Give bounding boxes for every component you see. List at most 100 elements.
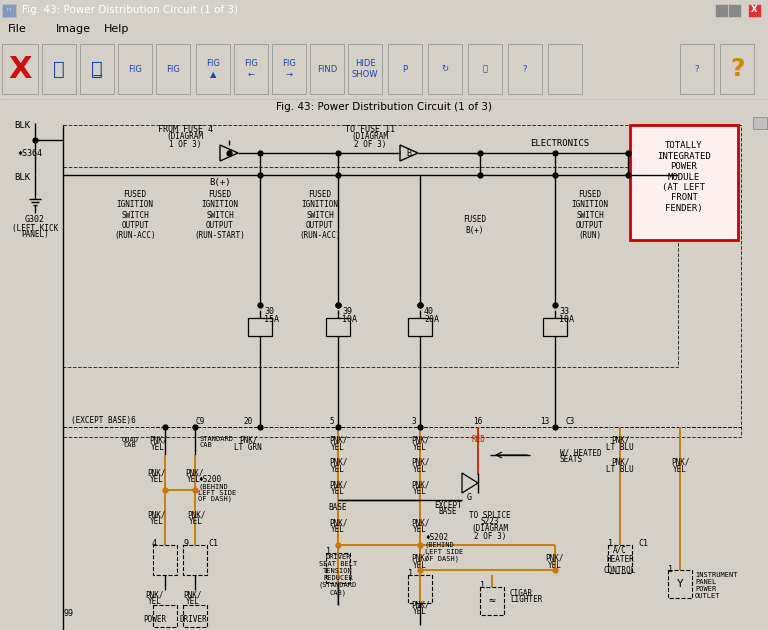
Text: X: X — [8, 55, 31, 84]
Text: LIGHTER: LIGHTER — [510, 595, 542, 605]
Text: C3: C3 — [565, 416, 574, 425]
Text: ▲: ▲ — [757, 118, 763, 127]
Text: (DIAGRAM: (DIAGRAM — [167, 132, 204, 142]
Text: ♦S364: ♦S364 — [17, 149, 42, 158]
Text: STANDARD: STANDARD — [200, 436, 234, 442]
Text: ∷: ∷ — [7, 7, 12, 13]
Bar — [234, 44, 268, 94]
Text: YEL: YEL — [413, 488, 427, 496]
Text: (EXCEPT BASE)6: (EXCEPT BASE)6 — [71, 416, 135, 425]
Bar — [480, 587, 504, 615]
Text: 🔍: 🔍 — [53, 59, 65, 79]
Text: 13: 13 — [541, 416, 550, 425]
Text: YEL: YEL — [150, 517, 164, 527]
Text: File: File — [8, 24, 27, 34]
Text: TOTALLY
INTEGRATED
POWER
MODULE
(AT LEFT
FRONT
FENDER): TOTALLY INTEGRATED POWER MODULE (AT LEFT… — [657, 141, 711, 213]
Text: Y: Y — [677, 579, 684, 589]
Text: CAB: CAB — [200, 442, 213, 448]
Text: YEL: YEL — [148, 597, 162, 607]
Bar — [753, 117, 767, 129]
Bar — [80, 44, 114, 94]
Text: (LEFT KICK: (LEFT KICK — [12, 224, 58, 232]
Text: 39: 39 — [342, 307, 352, 316]
Text: 15A: 15A — [264, 314, 279, 323]
Text: 1: 1 — [326, 547, 331, 556]
Bar — [668, 570, 692, 598]
Text: (BEHIND: (BEHIND — [198, 484, 228, 490]
Text: 1: 1 — [668, 564, 673, 573]
Text: P: P — [402, 64, 408, 74]
Text: PNK/: PNK/ — [147, 510, 166, 520]
Text: X: X — [751, 6, 757, 14]
Text: C1: C1 — [208, 539, 218, 547]
Text: ?: ? — [695, 64, 699, 74]
Text: PNK/: PNK/ — [611, 435, 629, 445]
Bar — [183, 545, 207, 575]
Text: PNK/: PNK/ — [611, 457, 629, 466]
Text: DRIVER
SEAT BELT
TENSION
REDUCER
(STANDARD
CAB): DRIVER SEAT BELT TENSION REDUCER (STANDA… — [319, 554, 357, 596]
Text: S223: S223 — [481, 517, 499, 527]
Text: FUSED
IGNITION
SWITCH
OUTPUT
(RUN-ACC): FUSED IGNITION SWITCH OUTPUT (RUN-ACC) — [300, 190, 341, 240]
Bar — [118, 44, 152, 94]
Bar — [680, 44, 714, 94]
Bar — [548, 44, 582, 94]
Text: YEL: YEL — [150, 474, 164, 483]
Text: PNK/: PNK/ — [670, 457, 689, 466]
Text: Fig. 43: Power Distribution Circuit (1 of 3): Fig. 43: Power Distribution Circuit (1 o… — [276, 101, 492, 112]
Text: YEL: YEL — [186, 597, 200, 607]
Text: 99: 99 — [63, 609, 73, 617]
Text: (BEHIND: (BEHIND — [425, 542, 455, 548]
Text: 1: 1 — [408, 570, 413, 578]
Text: (DIAGRAM: (DIAGRAM — [352, 132, 389, 142]
Text: FIND: FIND — [317, 64, 337, 74]
Text: Fig. 43: Power Distribution Circuit (1 of 3): Fig. 43: Power Distribution Circuit (1 o… — [22, 5, 238, 15]
Text: YEL: YEL — [331, 525, 345, 534]
Text: 10A: 10A — [342, 314, 357, 323]
Text: YEL: YEL — [331, 464, 345, 474]
Bar — [720, 44, 754, 94]
Text: (DIAGRAM: (DIAGRAM — [472, 525, 508, 534]
Text: CAB: CAB — [124, 442, 137, 448]
Text: YEL: YEL — [413, 464, 427, 474]
Bar — [468, 44, 502, 94]
Text: YEL: YEL — [189, 517, 203, 527]
Bar — [630, 125, 738, 240]
Text: OUTLET: OUTLET — [695, 593, 720, 599]
Bar — [508, 44, 542, 94]
Text: FUSED
IGNITION
SWITCH
OUTPUT
(RUN-START): FUSED IGNITION SWITCH OUTPUT (RUN-START) — [194, 190, 246, 240]
Text: PNK/: PNK/ — [411, 457, 429, 466]
Text: W/ HEATED: W/ HEATED — [560, 449, 601, 457]
Text: BASE: BASE — [329, 503, 347, 512]
Bar — [608, 545, 632, 573]
Text: YEL: YEL — [331, 442, 345, 452]
Text: 30: 30 — [264, 307, 274, 316]
Text: FIG: FIG — [166, 64, 180, 74]
Bar — [153, 545, 177, 575]
Text: 4: 4 — [152, 539, 157, 547]
Text: PNK/: PNK/ — [411, 600, 429, 609]
Text: PNK/: PNK/ — [546, 554, 564, 563]
Text: A: A — [227, 149, 231, 158]
Text: 10A: 10A — [559, 314, 574, 323]
Text: A/C
HEATER
CONTROL: A/C HEATER CONTROL — [604, 545, 636, 575]
Text: LT BLU: LT BLU — [606, 442, 634, 452]
Text: PNK/: PNK/ — [185, 469, 204, 478]
Text: PNK/: PNK/ — [329, 481, 347, 490]
Text: 2 OF 3): 2 OF 3) — [474, 532, 506, 541]
Text: LT GRN: LT GRN — [234, 442, 262, 452]
Bar — [752, 115, 768, 630]
Text: 1: 1 — [608, 539, 613, 549]
Bar — [183, 605, 207, 627]
Bar — [348, 44, 382, 94]
Text: YEL: YEL — [151, 442, 165, 452]
Text: RED: RED — [471, 435, 485, 445]
Text: C9: C9 — [195, 416, 204, 425]
Text: 1: 1 — [480, 581, 485, 590]
Text: Help: Help — [104, 24, 129, 34]
Text: PNK/: PNK/ — [411, 518, 429, 527]
Text: FIG
→: FIG → — [282, 59, 296, 79]
Bar — [748, 4, 761, 17]
Text: LT BLU: LT BLU — [606, 464, 634, 474]
Text: YEL: YEL — [413, 525, 427, 534]
Text: FUSED
IGNITION
SWITCH
OUTPUT
(RUN): FUSED IGNITION SWITCH OUTPUT (RUN) — [571, 190, 608, 240]
